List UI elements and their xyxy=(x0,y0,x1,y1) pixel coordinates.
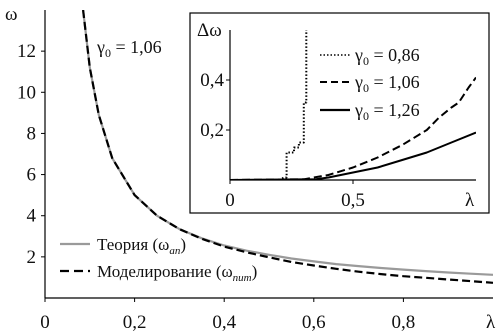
main-legend: Теория (ωan) Моделирование (ωnum) xyxy=(60,235,257,284)
main-y-tick-label: 10 xyxy=(17,82,36,103)
inset-x-tick-label: 0 xyxy=(225,190,235,211)
main-series-theory xyxy=(82,10,493,276)
legend-g086-label: γ0 = 0,86 xyxy=(354,45,420,68)
inset-series-g086 xyxy=(230,30,308,180)
main-x-tick-label: 0,6 xyxy=(302,312,326,332)
inset-series-g126 xyxy=(230,131,476,180)
main-y-tick-label: 12 xyxy=(17,41,36,62)
main-y-tick-label: 2 xyxy=(27,247,37,268)
legend-model-label: Моделирование (ωnum) xyxy=(97,262,257,284)
main-x-tick-label: 0 xyxy=(40,312,50,332)
inset-y-tick-label: 0,4 xyxy=(200,70,224,91)
inset-x-axis-label: λ xyxy=(465,190,475,211)
main-series-group xyxy=(82,10,493,284)
main-x-tick-label: 0,2 xyxy=(123,312,147,332)
main-series-model xyxy=(82,10,493,284)
main-tick-labels: 2 4 6 8 10 12 0 0,2 0,4 0,6 0,8 xyxy=(17,41,415,332)
inset-series-g106 xyxy=(230,76,476,180)
main-axes xyxy=(41,10,493,302)
main-y-tick-label: 6 xyxy=(27,165,37,186)
inset-y-tick-label: 0,2 xyxy=(200,120,224,141)
inset-y-axis-label: Δω xyxy=(197,20,222,41)
main-y-tick-label: 8 xyxy=(27,123,37,144)
inset-series-group xyxy=(230,30,476,180)
main-y-axis-label: ω xyxy=(5,4,18,25)
main-chart: 2 4 6 8 10 12 0 0,2 0,4 0,6 0,8 ω λ γ0 = 1,06 Теор… xyxy=(5,4,496,332)
main-x-tick-label: 0,4 xyxy=(212,312,236,332)
main-x-axis-label: λ xyxy=(486,312,496,332)
inset-chart: 0,2 0,4 0 0,5 Δω λ γ0 = 0,86 γ0 = 1,06 γ0 =… xyxy=(189,12,490,214)
inset-x-tick-label: 0,5 xyxy=(341,190,365,211)
legend-theory-label: Теория (ωan) xyxy=(97,235,186,257)
inset-legend: γ0 = 0,86 γ0 = 1,06 γ0 = 1,26 xyxy=(320,45,420,123)
legend-g126-label: γ0 = 1,26 xyxy=(354,100,420,123)
inset-tick-labels: 0,2 0,4 0 0,5 xyxy=(200,70,365,211)
inset-axes xyxy=(226,30,476,184)
main-y-tick-label: 4 xyxy=(27,206,37,227)
legend-g106-label: γ0 = 1,06 xyxy=(354,72,420,95)
main-x-tick-label: 0,8 xyxy=(392,312,416,332)
gamma-annotation: γ0 = 1,06 xyxy=(96,37,162,60)
